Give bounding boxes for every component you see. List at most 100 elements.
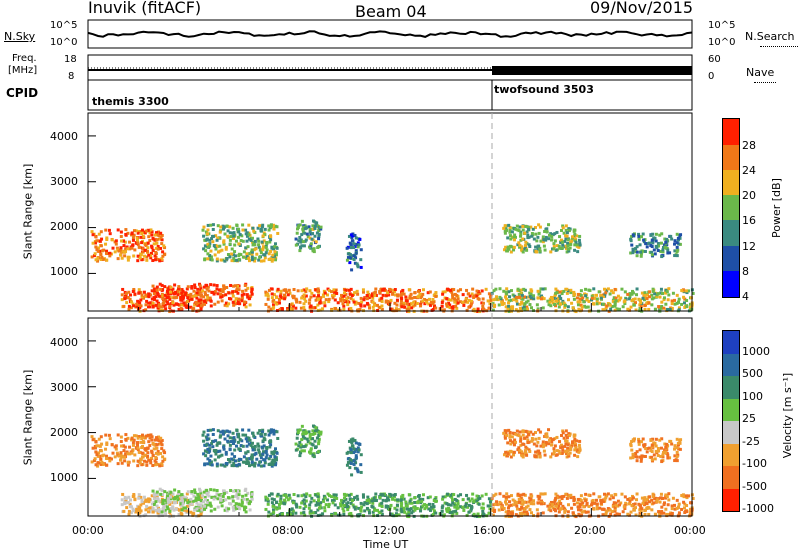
velocity-cell — [548, 505, 552, 509]
velocity-cell — [347, 493, 351, 497]
velocity-cell — [675, 450, 679, 454]
velocity-cell — [524, 429, 528, 433]
velocity-cell — [356, 497, 360, 501]
power-cell — [532, 297, 536, 301]
velocity-cell — [561, 429, 565, 433]
velocity-cell — [575, 449, 579, 453]
power-cell — [152, 296, 156, 300]
power-cell — [177, 285, 181, 289]
velocity-cell — [248, 464, 252, 468]
power-cell — [139, 298, 143, 302]
velocity-cell — [153, 502, 157, 506]
velocity-cell — [208, 443, 212, 447]
power-cell — [124, 232, 128, 236]
velocity-cell — [680, 507, 684, 511]
velocity-cell — [519, 443, 523, 447]
velocity-cell — [669, 439, 673, 443]
power-cell — [682, 301, 686, 305]
power-cell — [575, 234, 579, 238]
power-cell — [149, 251, 153, 255]
velocity-cell — [154, 460, 158, 464]
power-cell — [259, 229, 263, 233]
power-cell — [213, 290, 217, 294]
power-cell — [530, 306, 534, 310]
velocity-cell — [302, 449, 306, 453]
velocity-cell — [452, 510, 456, 514]
velocity-cell — [234, 444, 238, 448]
power-cell — [603, 287, 607, 291]
power-cell — [443, 296, 447, 300]
power-cell — [456, 301, 460, 305]
velocity-cell — [448, 493, 452, 497]
power-cell — [204, 230, 208, 234]
power-cell — [160, 233, 164, 237]
velocity-cell — [516, 448, 520, 452]
power-cell — [554, 291, 558, 295]
power-cell — [222, 293, 226, 297]
velocity-cell — [144, 448, 148, 452]
power-cell — [541, 287, 545, 291]
power-cell — [172, 296, 176, 300]
velocity-cell — [235, 428, 239, 432]
velocity-cell — [651, 437, 655, 441]
power-cell — [601, 293, 605, 297]
velocity-cell — [154, 455, 158, 459]
power-cell — [654, 232, 658, 236]
power-cell — [354, 249, 358, 253]
velocity-cell — [258, 460, 262, 464]
velocity-cell — [587, 493, 591, 497]
power-cell — [266, 292, 270, 296]
power-cell — [223, 303, 227, 307]
velocity-cell — [510, 450, 514, 454]
power-cell — [161, 296, 165, 300]
velocity-cell — [531, 513, 535, 517]
power-cell — [190, 297, 194, 301]
velocity-cell — [199, 491, 203, 495]
power-cell — [346, 252, 350, 256]
power-cell — [134, 229, 138, 233]
power-cell — [445, 297, 449, 301]
power-cell — [203, 290, 207, 294]
velocity-cell — [225, 462, 229, 466]
velocity-cell — [116, 462, 120, 466]
velocity-cell — [186, 490, 190, 494]
velocity-cell — [303, 513, 307, 517]
velocity-cell — [454, 509, 458, 513]
velocity-cell — [518, 450, 522, 454]
power-cell — [677, 297, 681, 301]
power-cell — [132, 287, 136, 291]
velocity-cell — [160, 488, 164, 492]
velocity-cell — [689, 501, 693, 505]
power-cell — [239, 253, 243, 257]
power-cell — [400, 305, 404, 309]
velocity-cell — [463, 504, 467, 508]
velocity-cell — [237, 462, 241, 466]
power-cell — [408, 296, 412, 300]
power-cell — [146, 241, 150, 245]
velocity-cell — [465, 513, 469, 517]
power-cell — [139, 253, 143, 257]
power-cell — [523, 307, 527, 311]
velocity-cell — [555, 494, 559, 498]
power-cell — [638, 303, 642, 307]
velocity-cell — [247, 438, 251, 442]
velocity-cell — [197, 498, 201, 502]
power-cell — [226, 234, 230, 238]
power-cell — [407, 288, 411, 292]
velocity-cell — [151, 453, 155, 457]
velocity-cell — [266, 497, 270, 501]
velocity-cell — [199, 498, 203, 502]
power-cell — [346, 303, 350, 307]
velocity-cell — [216, 441, 220, 445]
power-cell — [156, 306, 160, 310]
power-cell — [133, 248, 137, 252]
power-cell — [536, 296, 540, 300]
velocity-cell — [427, 507, 431, 511]
power-cell — [386, 291, 390, 295]
velocity-cell — [99, 449, 103, 453]
velocity-cell — [128, 452, 132, 456]
velocity-cell — [222, 489, 226, 493]
power-cell — [545, 227, 549, 231]
velocity-cell — [332, 493, 336, 497]
velocity-cell — [650, 498, 654, 502]
